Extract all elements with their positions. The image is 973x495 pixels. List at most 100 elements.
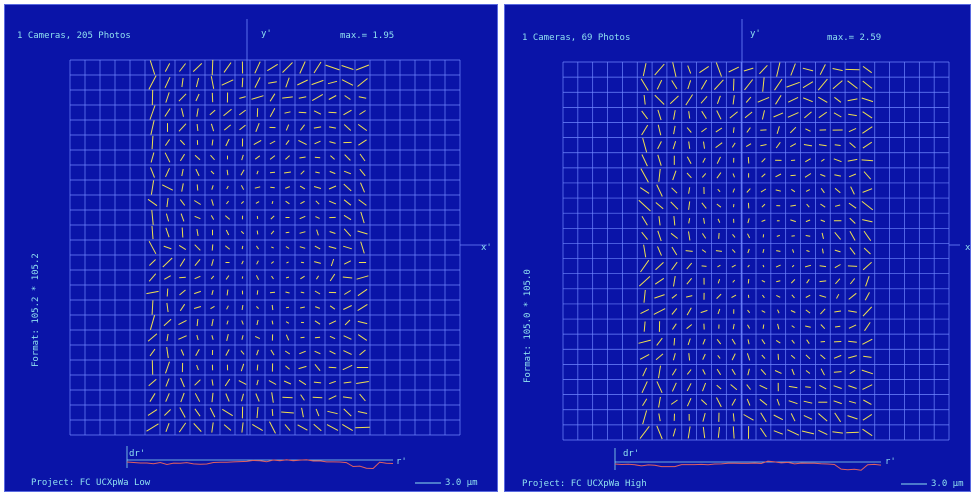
residual-vector (328, 320, 337, 325)
y-axis-label: y' (261, 29, 272, 39)
residual-vector (761, 310, 766, 313)
residual-vector (685, 295, 693, 298)
residual-vector (343, 408, 352, 417)
residual-vector (179, 407, 186, 418)
residual-vector (818, 144, 827, 147)
residual-vector (864, 292, 870, 301)
residual-vector (343, 305, 352, 310)
residual-vector (239, 109, 246, 116)
residual-vector (285, 77, 290, 88)
residual-vector (269, 140, 276, 145)
r-axis-label: r' (396, 457, 407, 467)
residual-vector (328, 246, 337, 249)
residual-vector (226, 333, 229, 342)
residual-vector (717, 308, 721, 315)
residual-vector (818, 413, 828, 422)
residual-vector (226, 185, 229, 190)
residual-vector (359, 393, 366, 402)
residual-vector (701, 249, 707, 253)
residual-vector (790, 219, 796, 223)
residual-vector (641, 381, 648, 394)
residual-vector (298, 139, 307, 146)
residual-vector (731, 142, 736, 148)
residual-vector (861, 201, 874, 211)
residual-vector (761, 279, 766, 283)
residual-vector (151, 225, 154, 240)
residual-vector (702, 426, 706, 439)
residual-vector (744, 79, 754, 91)
residual-vector (818, 429, 828, 436)
residual-vector (848, 202, 857, 209)
residual-vector (806, 250, 810, 252)
residual-vector (162, 257, 173, 268)
residual-vector (716, 203, 722, 208)
residual-vector (165, 227, 170, 238)
residual-vector (688, 231, 691, 241)
residual-vector (862, 65, 872, 74)
residual-vector (210, 76, 215, 89)
residual-vector (787, 429, 800, 436)
residual-vector (241, 335, 244, 340)
residual-vector (285, 321, 290, 324)
residual-vector (862, 384, 873, 390)
residual-vector (820, 158, 825, 162)
residual-vector (357, 411, 368, 414)
residual-vector (238, 380, 247, 385)
residual-vector (834, 249, 841, 253)
residual-vector (211, 199, 214, 206)
residual-vector (281, 411, 294, 414)
residual-vector (355, 64, 370, 71)
residual-vector (673, 125, 676, 135)
radial-distortion-curve (126, 459, 394, 470)
residual-vector (151, 135, 154, 150)
residual-vector (285, 365, 290, 370)
residual-vector (732, 95, 735, 105)
residual-vector (300, 275, 305, 280)
residual-vector (254, 186, 261, 189)
residual-vector (849, 142, 856, 149)
residual-vector (357, 78, 368, 87)
residual-vector (862, 261, 872, 271)
residual-vector (181, 227, 184, 238)
residual-vector (314, 140, 321, 145)
format-label: Format: 105.0 * 105.0 (523, 269, 533, 383)
residual-vector (639, 425, 650, 439)
residual-vector (688, 218, 691, 224)
residual-vector (297, 79, 308, 86)
residual-vector (150, 152, 155, 163)
residual-vector (164, 409, 171, 416)
residual-vector (701, 127, 707, 133)
residual-vector (658, 168, 661, 182)
residual-vector (670, 201, 679, 210)
residual-vector (849, 247, 856, 255)
residual-vector (315, 408, 320, 417)
residual-vector (863, 399, 872, 405)
residual-vector (282, 396, 293, 399)
residual-vector (773, 414, 784, 421)
residual-vector (285, 155, 290, 160)
residual-vector (357, 334, 368, 341)
residual-vector (221, 79, 234, 86)
residual-vector (658, 396, 661, 408)
residual-vector (299, 61, 306, 74)
residual-vector (223, 424, 232, 431)
residual-vector (732, 233, 736, 238)
residual-vector (702, 382, 707, 392)
residual-vector (271, 246, 274, 249)
residual-vector (761, 203, 766, 208)
residual-vector (791, 339, 795, 344)
residual-vector (732, 173, 735, 178)
residual-vector (329, 335, 336, 340)
residual-vector (848, 340, 857, 343)
residual-vector (342, 396, 353, 399)
residual-vector (164, 63, 171, 72)
residual-vector (240, 350, 245, 355)
residual-vector (847, 158, 858, 162)
residual-vector (195, 349, 200, 356)
residual-vector (849, 217, 856, 224)
format-label: Format: 105.2 * 105.2 (31, 253, 41, 367)
residual-vector (268, 380, 277, 385)
residual-vector (747, 264, 750, 268)
residual-vector (210, 170, 215, 175)
residual-vector (654, 277, 665, 285)
